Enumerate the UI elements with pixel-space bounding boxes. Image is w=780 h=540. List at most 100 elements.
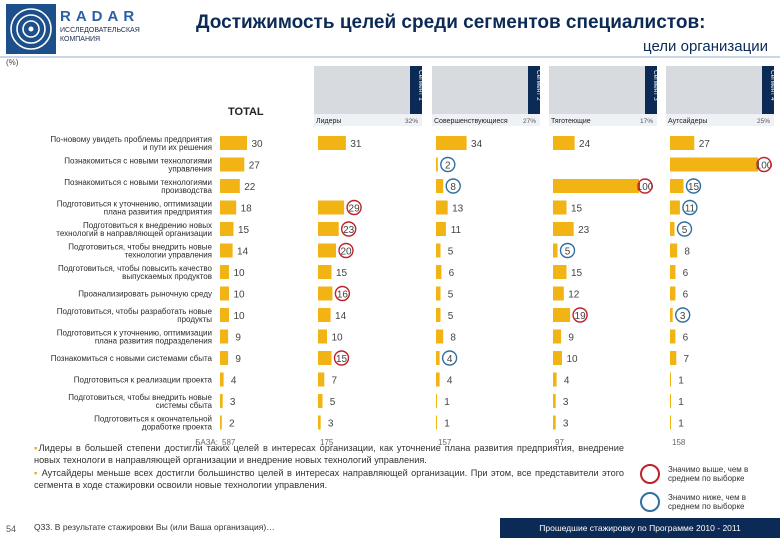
value-label: 5 — [448, 247, 454, 258]
segment-pct-3: 17% — [640, 118, 653, 125]
segment-header-bg-4 — [666, 114, 774, 126]
category-label: производства — [161, 186, 212, 195]
segment-photo-3 — [549, 66, 657, 116]
category-label: системы сбыта — [156, 401, 213, 410]
bar — [553, 222, 574, 236]
page-subtitle: цели организации — [643, 38, 768, 55]
value-label: 5 — [330, 397, 336, 408]
value-label: 27 — [699, 139, 711, 150]
value-label: 24 — [579, 139, 591, 150]
bar — [318, 394, 323, 408]
bar — [318, 200, 345, 215]
value-label: 1 — [444, 419, 450, 430]
findings-notes: ▪Лидеры в большей степени достигли таких… — [34, 442, 624, 492]
below-average-marker — [676, 221, 693, 237]
bar — [553, 200, 567, 215]
goals-bar-chart: TOTAL Сегмент 1 Лидеры 32% Сегмент 2 Совершен… — [50, 66, 776, 445]
red-circle-icon — [640, 464, 660, 484]
value-label: 15 — [336, 354, 348, 365]
bar — [670, 200, 680, 215]
bar — [670, 222, 675, 236]
category-label: Подготовиться к реализации проекта — [74, 376, 213, 385]
value-label: 3 — [680, 311, 686, 322]
value-label: 10 — [233, 290, 245, 301]
bar — [553, 329, 562, 344]
category-label: Подготовиться, чтобы разработать новые — [57, 307, 213, 316]
value-label: 7 — [332, 376, 338, 387]
bar — [436, 351, 440, 365]
bar — [670, 394, 671, 408]
value-label: 3 — [230, 397, 236, 408]
base-value: 97 — [555, 438, 564, 445]
bar — [553, 351, 562, 365]
above-average-marker — [756, 156, 772, 173]
bar — [670, 179, 684, 193]
bar — [220, 136, 247, 150]
bar — [553, 372, 557, 387]
bar — [553, 394, 556, 408]
bar — [318, 265, 332, 279]
unit-label: (%) — [6, 58, 19, 67]
base-value: 157 — [438, 438, 452, 445]
bar — [553, 136, 575, 150]
bar — [318, 372, 325, 387]
legend-below-label: Значимо ниже, чем в среднем по выборке — [668, 493, 747, 511]
header-divider — [0, 56, 780, 58]
above-average-marker — [572, 307, 588, 323]
category-label: Подготовиться к окончательной — [94, 415, 212, 424]
segment-header-bg-1 — [314, 114, 422, 126]
significance-legend: Значимо выше, чем в среднем по выборке З… — [640, 464, 780, 520]
bar — [220, 157, 245, 172]
value-label: 4 — [447, 354, 453, 365]
above-average-marker — [334, 285, 351, 302]
bullet-icon: ▪ — [34, 468, 42, 478]
bar — [220, 179, 240, 193]
value-label: 29 — [349, 204, 361, 215]
category-label: Подготовиться к уточнению, оптимизации — [57, 329, 212, 338]
bar — [436, 415, 437, 430]
bar — [318, 308, 331, 322]
value-label: 23 — [343, 225, 355, 236]
value-label: 15 — [571, 204, 583, 215]
bar — [318, 136, 346, 150]
below-average-marker — [440, 156, 456, 173]
value-label: 3 — [563, 397, 569, 408]
value-label: 13 — [452, 204, 464, 215]
bar — [670, 157, 758, 172]
value-label: 15 — [688, 182, 700, 193]
below-average-marker — [559, 242, 576, 259]
bar — [436, 286, 441, 301]
below-average-marker — [675, 307, 691, 323]
value-label: 10 — [331, 333, 343, 344]
bar — [220, 286, 229, 301]
value-label: 10 — [233, 268, 245, 279]
value-label: 15 — [238, 225, 250, 236]
base-value: 587 — [222, 438, 236, 445]
bar — [670, 265, 676, 279]
segment-photo-1 — [314, 66, 422, 116]
bar — [318, 351, 332, 365]
value-label: 8 — [450, 182, 456, 193]
value-label: 19 — [575, 311, 587, 322]
value-label: 20 — [340, 247, 352, 258]
bar — [318, 286, 333, 301]
bar — [670, 243, 678, 258]
note-2: Аутсайдеры меньше всех достигли большинс… — [34, 468, 624, 490]
category-label: Подготовиться, чтобы внедрить новые — [68, 243, 212, 252]
radar-logo — [6, 4, 56, 54]
category-label: технологий в направляющей организации — [56, 229, 212, 238]
segment-tag-4: Сегмент 4 — [769, 70, 776, 101]
segment-tag-3: Сегмент 3 — [652, 70, 659, 101]
bullet-icon: ▪ — [34, 443, 39, 453]
category-label: и пути их решения — [143, 143, 212, 152]
category-label: Подготовиться к уточнению, оптимизации — [57, 200, 212, 209]
value-label: 100 — [637, 182, 654, 193]
category-label: Подготовиться, чтобы повысить качество — [58, 264, 213, 273]
value-label: 16 — [337, 290, 349, 301]
value-label: 3 — [328, 419, 334, 430]
above-average-marker — [333, 350, 350, 366]
page-title: Достижимость целей среди сегментов специ… — [196, 12, 706, 33]
category-label: По-новому увидеть проблемы предприятия — [50, 135, 212, 144]
value-label: 15 — [336, 268, 348, 279]
value-label: 8 — [684, 247, 690, 258]
